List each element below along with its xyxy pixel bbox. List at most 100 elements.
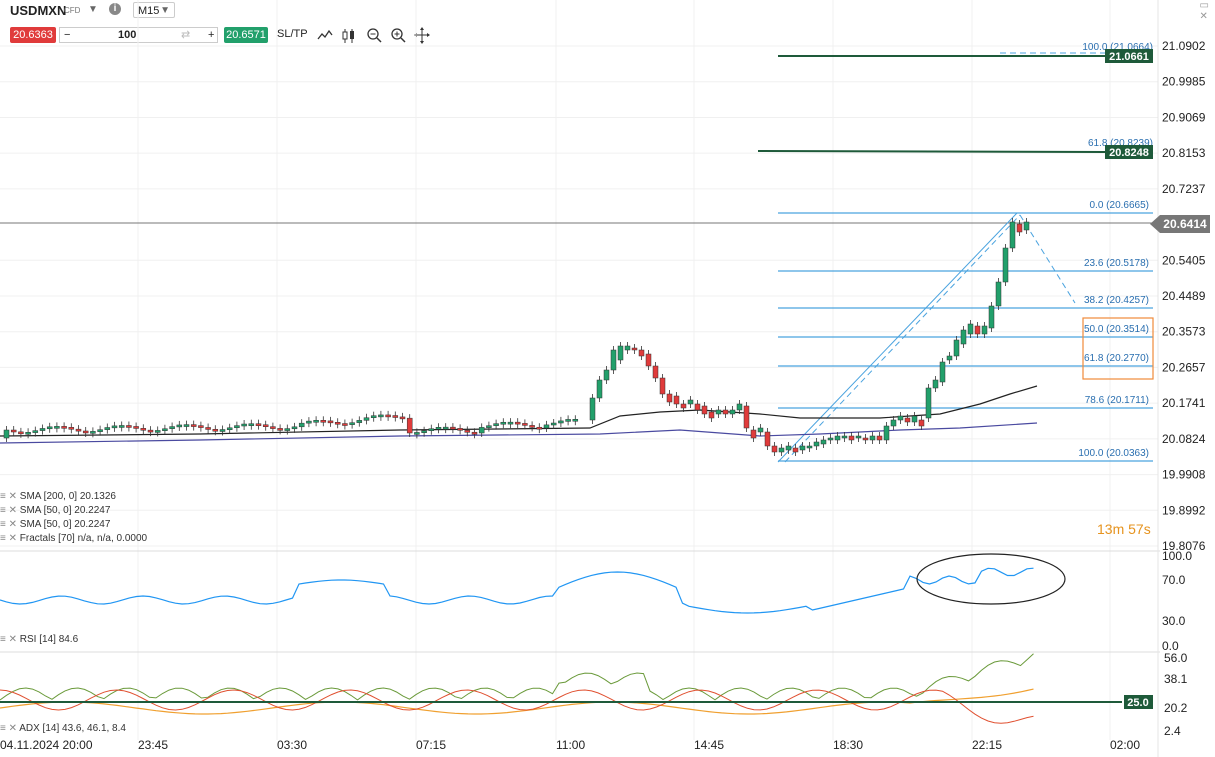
candle-body[interactable] bbox=[406, 417, 413, 434]
candle-body[interactable] bbox=[97, 429, 103, 432]
candle-body[interactable] bbox=[82, 430, 89, 434]
sma-50-line[interactable] bbox=[0, 422, 1038, 444]
candle-body[interactable] bbox=[334, 422, 341, 425]
candle-body[interactable] bbox=[687, 399, 694, 405]
candle-body[interactable] bbox=[652, 365, 659, 379]
candle-body[interactable] bbox=[298, 422, 305, 428]
legend-sma50b[interactable]: ≡ ✕ SMA [50, 0] 20.2247 bbox=[0, 519, 111, 530]
candlesticks[interactable] bbox=[3, 218, 1030, 456]
legend-icon[interactable]: ≡ ✕ bbox=[0, 519, 20, 530]
trend-line[interactable] bbox=[777, 212, 1018, 463]
candle-body[interactable] bbox=[1009, 221, 1016, 249]
candle-body[interactable] bbox=[442, 426, 449, 430]
candle-body[interactable] bbox=[320, 420, 327, 423]
candle-body[interactable] bbox=[883, 425, 890, 441]
legend-icon[interactable]: ≡ ✕ bbox=[0, 634, 20, 645]
symbol-dropdown-icon[interactable]: ▼ bbox=[88, 4, 98, 15]
sell-button[interactable]: 20.6363 bbox=[10, 27, 56, 43]
rsi-line[interactable] bbox=[0, 567, 1034, 614]
time-axis[interactable]: 04.11.2024 20:00 23:45 03:30 07:15 11:00 14:4… bbox=[0, 738, 1140, 752]
candle-body[interactable] bbox=[729, 409, 736, 415]
legend-icon[interactable]: ≡ ✕ bbox=[0, 533, 20, 544]
candle-body[interactable] bbox=[953, 339, 960, 357]
candle-body[interactable] bbox=[855, 435, 862, 439]
candles-icon[interactable] bbox=[342, 29, 354, 43]
candle-body[interactable] bbox=[1023, 221, 1030, 231]
candle-body[interactable] bbox=[54, 426, 60, 429]
candle-body[interactable] bbox=[1016, 223, 1023, 233]
candle-body[interactable] bbox=[457, 428, 463, 431]
candle-body[interactable] bbox=[10, 429, 17, 433]
legend-rsi[interactable]: ≡ ✕ RSI [14] 84.6 bbox=[0, 634, 79, 645]
rsi-highlight-ellipse[interactable] bbox=[916, 553, 1066, 605]
candle-body[interactable] bbox=[736, 403, 743, 411]
candle-body[interactable] bbox=[995, 281, 1002, 307]
target-zone-box[interactable] bbox=[1082, 317, 1154, 380]
candle-body[interactable] bbox=[624, 345, 631, 351]
candle-body[interactable] bbox=[550, 422, 557, 426]
candle-body[interactable] bbox=[126, 425, 132, 428]
candle-body[interactable] bbox=[176, 424, 183, 428]
adx-plus-di-line[interactable] bbox=[0, 653, 1034, 701]
adx-minus-di-line[interactable] bbox=[0, 689, 1034, 724]
candle-body[interactable] bbox=[428, 428, 435, 431]
candle-body[interactable] bbox=[939, 361, 946, 383]
candle-body[interactable] bbox=[659, 377, 666, 395]
candle-body[interactable] bbox=[932, 379, 939, 389]
candle-body[interactable] bbox=[493, 423, 499, 426]
symbol-name[interactable]: USDMXN bbox=[10, 3, 67, 18]
trend-line-dashed[interactable] bbox=[784, 214, 1021, 463]
candle-body[interactable] bbox=[596, 379, 603, 399]
candle-body[interactable] bbox=[270, 426, 276, 429]
candle-body[interactable] bbox=[827, 437, 834, 441]
candle-body[interactable] bbox=[198, 425, 204, 428]
candle-body[interactable] bbox=[219, 429, 226, 432]
candle-body[interactable] bbox=[820, 439, 827, 445]
line-chart-icon[interactable] bbox=[317, 29, 333, 40]
candle-body[interactable] bbox=[897, 415, 904, 421]
projection-line[interactable] bbox=[1019, 214, 1076, 304]
candle-body[interactable] bbox=[291, 426, 298, 430]
timeframe-select[interactable]: M15 ▼ bbox=[133, 2, 175, 18]
candle-body[interactable] bbox=[792, 447, 799, 453]
legend-adx[interactable]: ≡ ✕ ADX [14] 43.6, 46.1, 8.4 bbox=[0, 723, 126, 734]
swap-icon[interactable]: ⇄ bbox=[181, 29, 191, 41]
candle-body[interactable] bbox=[147, 429, 154, 433]
candle-body[interactable] bbox=[666, 393, 673, 403]
candle-body[interactable] bbox=[757, 427, 764, 433]
resistance-line-20824[interactable] bbox=[757, 150, 1106, 153]
candle-body[interactable] bbox=[988, 305, 995, 329]
candle-body[interactable] bbox=[543, 424, 550, 429]
sma-200-line[interactable] bbox=[0, 385, 1038, 437]
candle-body[interactable] bbox=[385, 414, 391, 418]
candle-body[interactable] bbox=[743, 405, 750, 429]
candle-body[interactable] bbox=[848, 435, 855, 441]
candle-body[interactable] bbox=[39, 428, 46, 431]
candle-body[interactable] bbox=[3, 429, 10, 439]
candle-body[interactable] bbox=[75, 428, 82, 432]
candle-body[interactable] bbox=[708, 411, 715, 419]
candle-body[interactable] bbox=[104, 427, 111, 430]
candle-body[interactable] bbox=[890, 419, 897, 427]
candle-body[interactable] bbox=[111, 425, 118, 429]
candle-body[interactable] bbox=[464, 430, 471, 433]
candle-body[interactable] bbox=[205, 427, 211, 430]
candle-body[interactable] bbox=[806, 445, 813, 449]
candle-body[interactable] bbox=[183, 424, 190, 427]
legend-fractals[interactable]: ≡ ✕ Fractals [70] n/a, n/a, 0.0000 bbox=[0, 533, 148, 544]
legend-icon[interactable]: ≡ ✕ bbox=[0, 491, 20, 502]
candle-body[interactable] bbox=[631, 347, 638, 351]
candle-body[interactable] bbox=[399, 416, 406, 420]
candle-body[interactable] bbox=[18, 431, 24, 435]
candle-body[interactable] bbox=[133, 426, 139, 429]
candle-body[interactable] bbox=[813, 441, 820, 447]
candle-body[interactable] bbox=[904, 417, 911, 423]
candle-body[interactable] bbox=[162, 428, 168, 431]
candle-body[interactable] bbox=[32, 430, 39, 433]
candle-body[interactable] bbox=[960, 329, 967, 345]
candle-body[interactable] bbox=[234, 425, 240, 429]
candle-body[interactable] bbox=[277, 428, 283, 431]
candle-body[interactable] bbox=[974, 325, 981, 335]
candle-body[interactable] bbox=[190, 424, 197, 427]
